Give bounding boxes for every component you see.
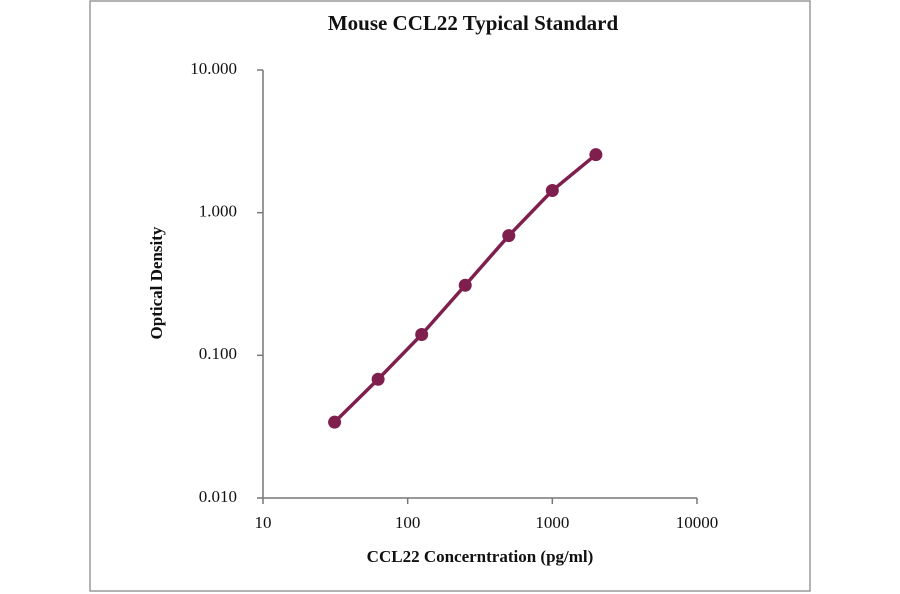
y-axis-title: Optical Density (147, 226, 166, 339)
data-point (502, 229, 516, 243)
x-axis-title: CCL22 Concerntration (pg/ml) (367, 547, 594, 566)
chart-title: Mouse CCL22 Typical Standard (328, 11, 619, 35)
data-point (589, 148, 603, 162)
x-tick-label: 1000 (535, 513, 569, 532)
data-point (458, 278, 472, 292)
x-tick-label: 10 (255, 513, 272, 532)
data-point (371, 372, 385, 386)
y-tick-label: 1.000 (199, 202, 237, 221)
y-tick-label: 0.100 (199, 344, 237, 363)
data-point (415, 327, 429, 341)
y-tick-label: 0.010 (199, 487, 237, 506)
x-tick-label: 100 (395, 513, 421, 532)
data-point (545, 184, 559, 198)
frame (89, 0, 811, 592)
data-point (328, 415, 342, 429)
y-tick-label: 10.000 (190, 59, 237, 78)
x-tick-label: 10000 (676, 513, 719, 532)
